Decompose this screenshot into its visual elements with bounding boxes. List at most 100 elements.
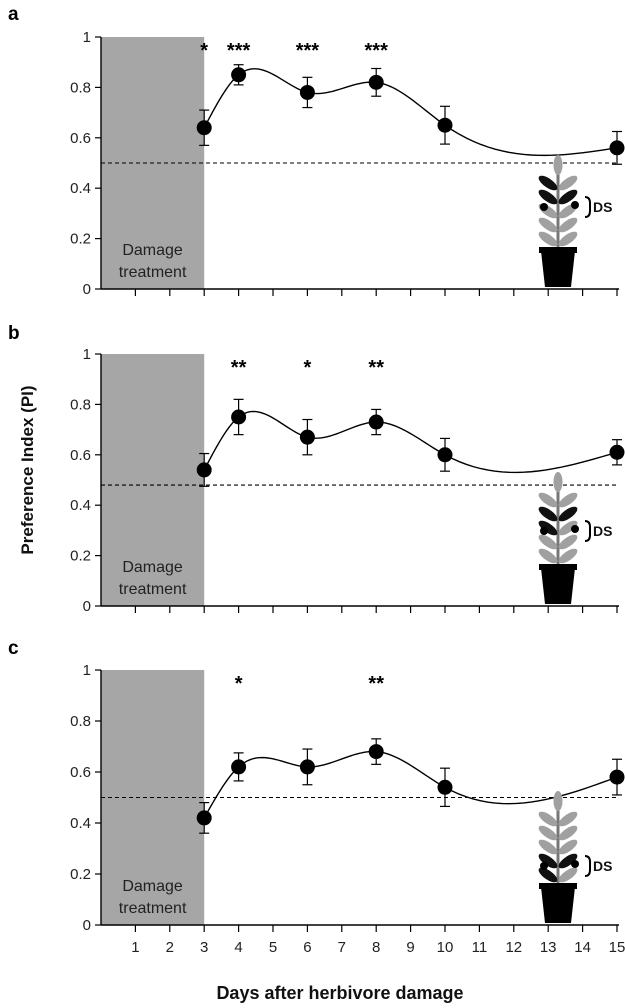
plant-leaf <box>558 867 578 883</box>
significance-marker: ** <box>231 357 247 379</box>
plant-leaf <box>538 839 558 855</box>
plant-leaf <box>558 534 578 550</box>
x-tick-label: 15 <box>609 939 625 956</box>
y-tick-label: 0.2 <box>70 231 91 248</box>
significance-marker: * <box>200 40 208 62</box>
x-tick-label: 1 <box>131 939 139 956</box>
plant-ds-label: DS <box>593 858 612 874</box>
plant-leaf <box>538 811 558 827</box>
damage-treatment-region <box>101 354 205 606</box>
x-tick-label: 7 <box>338 939 346 956</box>
plant-leaf <box>538 217 558 233</box>
y-tick-label: 0 <box>83 281 91 298</box>
plant-pot <box>541 568 575 604</box>
y-tick-label: 0.2 <box>70 866 91 883</box>
x-tick-label: 9 <box>406 939 414 956</box>
plant-ds-label: DS <box>593 523 612 539</box>
plant-leaf <box>538 506 558 522</box>
plant-leaf <box>558 520 578 536</box>
data-point <box>437 779 453 795</box>
y-tick-label: 0.6 <box>70 447 91 464</box>
significance-marker: ** <box>368 357 384 379</box>
series-line <box>203 750 618 819</box>
plant-leaf <box>558 231 578 247</box>
x-tick-label: 2 <box>166 939 174 956</box>
data-point <box>437 117 453 133</box>
x-tick-label: 6 <box>303 939 311 956</box>
data-point <box>368 414 384 430</box>
significance-marker: ** <box>368 673 384 695</box>
y-tick-label: 0.4 <box>70 497 91 514</box>
x-axis-label: Days after herbivore damage <box>216 983 463 1003</box>
y-tick-label: 0.8 <box>70 713 91 730</box>
data-point <box>196 462 212 478</box>
plant-pot <box>541 887 575 923</box>
plant-bracket <box>584 520 591 542</box>
significance-marker: * <box>304 357 312 379</box>
plant-leaf <box>538 175 558 191</box>
plant-leaf <box>538 825 558 841</box>
herbivore-dot <box>571 201 579 209</box>
data-point <box>299 84 315 100</box>
significance-marker: *** <box>227 40 251 62</box>
plant-leaf-top <box>553 472 563 492</box>
data-point <box>368 74 384 90</box>
data-point <box>196 810 212 826</box>
plant-icon: DS <box>538 155 612 287</box>
y-tick-label: 0 <box>83 917 91 934</box>
damage-treatment-label: treatment <box>119 900 187 917</box>
plant-leaf <box>558 217 578 233</box>
x-tick-label: 10 <box>437 939 454 956</box>
plant-icon: DS <box>538 791 612 923</box>
plant-leaf <box>558 853 578 869</box>
plant-leaf <box>558 189 578 205</box>
plant-leaf <box>558 548 578 564</box>
plant-leaf <box>538 189 558 205</box>
plant-leaf <box>558 839 578 855</box>
plant-leaf-top <box>553 155 563 175</box>
plant-leaf <box>538 853 558 869</box>
herbivore-dot <box>571 860 579 868</box>
y-tick-label: 0.6 <box>70 764 91 781</box>
x-tick-label: 3 <box>200 939 208 956</box>
y-tick-label: 1 <box>83 662 91 679</box>
plant-leaf <box>558 811 578 827</box>
y-tick-label: 0.4 <box>70 180 91 197</box>
y-tick-label: 0.6 <box>70 130 91 147</box>
plant-leaf <box>538 520 558 536</box>
plant-icon: DS <box>538 472 612 604</box>
plant-bracket <box>584 196 591 218</box>
x-tick-label: 8 <box>372 939 380 956</box>
data-point <box>609 769 625 785</box>
plant-leaf <box>558 492 578 508</box>
series-line <box>203 68 618 157</box>
data-point <box>609 140 625 156</box>
panel-letter: c <box>8 638 19 659</box>
significance-marker: * <box>235 673 243 695</box>
plant-pot-rim <box>539 247 577 253</box>
y-tick-label: 0.2 <box>70 548 91 565</box>
data-point <box>299 429 315 445</box>
data-point <box>231 67 247 83</box>
plant-leaf <box>538 534 558 550</box>
x-tick-label: 14 <box>574 939 591 956</box>
data-point <box>196 120 212 136</box>
x-tick-label: 11 <box>472 939 488 956</box>
y-tick-label: 0 <box>83 598 91 615</box>
plant-ds-label: DS <box>593 199 612 215</box>
damage-treatment-label: treatment <box>119 581 187 598</box>
herbivore-dot <box>540 527 548 535</box>
plant-bracket <box>584 855 591 877</box>
y-tick-label: 0.8 <box>70 79 91 96</box>
significance-marker: *** <box>365 40 389 62</box>
plant-pot <box>541 251 575 287</box>
data-point <box>437 447 453 463</box>
data-point <box>609 444 625 460</box>
plant-leaf <box>538 548 558 564</box>
y-tick-label: 1 <box>83 346 91 363</box>
